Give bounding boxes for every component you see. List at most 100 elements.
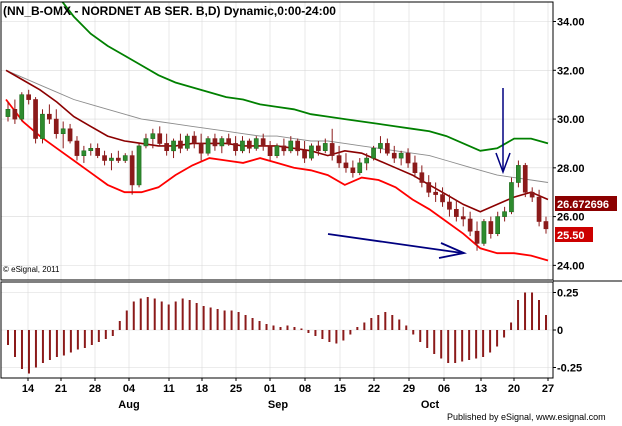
- candle-up: [185, 135, 190, 149]
- x-tick-label: 18: [196, 383, 208, 395]
- x-tick-label: 08: [299, 383, 311, 395]
- candle-up: [240, 140, 245, 152]
- candle-up: [109, 157, 114, 161]
- down-arrow-head: [495, 152, 511, 175]
- candle-down: [343, 162, 349, 169]
- indicator-value-label-text: 26.672696: [557, 199, 609, 211]
- candle-up: [171, 140, 176, 152]
- candle-up: [60, 128, 66, 135]
- candle-up: [509, 182, 514, 213]
- candle-down: [33, 99, 38, 139]
- mid-line: [5, 69, 549, 183]
- last-price-label-box: [555, 227, 593, 242]
- price-tick-label: 30.00: [557, 114, 585, 126]
- candle-down: [67, 128, 73, 142]
- candle-down: [433, 191, 439, 195]
- x-tick-label: 15: [334, 383, 346, 395]
- candle-down: [157, 133, 163, 144]
- annotation-arrows: [327, 88, 511, 259]
- candle-up: [40, 113, 45, 139]
- candle-up: [322, 143, 328, 151]
- candle-up: [5, 109, 11, 117]
- footer-text: Published by eSignal, www.esignal.com: [447, 412, 606, 422]
- diagonal-arrow-shaft: [327, 233, 463, 254]
- candle-up: [309, 145, 314, 159]
- month-label: Oct: [421, 399, 440, 411]
- candle-down: [391, 152, 397, 159]
- x-tick-label: 01: [264, 383, 276, 395]
- indicator-tick-label: -0.25: [557, 363, 582, 375]
- candle-down: [116, 157, 121, 161]
- candle-down: [384, 143, 390, 154]
- axis-labels: 34.00 32.00 30.00 28.00 26.00 24.00 0.25 0 -0.25…: [22, 17, 585, 411]
- candle-up: [81, 150, 87, 157]
- candle-down: [474, 230, 480, 244]
- price-tick-label: 26.00: [557, 212, 585, 224]
- candle-down: [543, 221, 549, 230]
- price-tick-label: 24.00: [557, 260, 585, 272]
- month-label: Sep: [268, 399, 288, 411]
- x-tick-label: 22: [368, 383, 380, 395]
- indicator-histogram: [7, 292, 547, 374]
- candle-down: [226, 138, 232, 144]
- candle-down: [419, 172, 425, 183]
- watermark-text: © eSignal, 2011: [3, 265, 60, 274]
- candle-up: [481, 221, 487, 244]
- candle-down: [329, 143, 335, 156]
- candle-up: [219, 138, 225, 147]
- candle-down: [129, 155, 135, 186]
- indicator-tick-label: 0: [557, 325, 563, 337]
- chart-title: (NN_B-OMX - NORDNET AB SER. B,D) Dynamic…: [3, 4, 336, 18]
- candle-up: [364, 157, 370, 164]
- lower-band-line: [5, 98, 549, 262]
- candle-down: [281, 145, 287, 152]
- candle-up: [88, 148, 94, 152]
- candle-down: [74, 140, 80, 156]
- x-tick-label: 29: [403, 383, 415, 395]
- candle-down: [412, 162, 418, 173]
- candle-up: [378, 143, 383, 149]
- candle-up: [274, 145, 280, 156]
- price-tick-label: 28.00: [557, 163, 585, 175]
- candle-up: [143, 138, 149, 147]
- candle-up: [150, 133, 156, 139]
- x-tick-label: 14: [22, 383, 35, 395]
- x-tick-label: 13: [475, 383, 487, 395]
- indicator-tick-label: 0.25: [557, 288, 578, 300]
- candle-up: [502, 211, 507, 217]
- candle-down: [440, 194, 445, 203]
- main-plot-frame: [0, 1, 554, 281]
- candle-down: [260, 138, 266, 147]
- candle-down: [178, 140, 183, 149]
- axes: [0, 1, 622, 381]
- candle-down: [233, 143, 238, 151]
- candle-up: [122, 155, 128, 161]
- upper-band-line: [61, 2, 549, 152]
- indicator-value-label-box: [555, 196, 617, 211]
- candle-down: [453, 209, 459, 217]
- candle-down: [46, 113, 52, 120]
- candle-down: [336, 155, 342, 164]
- candle-down: [536, 196, 542, 222]
- x-tick-label: 25: [230, 383, 242, 395]
- x-tick-label: 21: [55, 383, 67, 395]
- x-tick-label: 27: [542, 383, 554, 395]
- x-tick-label: 20: [508, 383, 520, 395]
- candle-down: [53, 118, 59, 134]
- candle-up: [19, 94, 25, 120]
- candle-down: [467, 218, 473, 232]
- candle-down: [26, 94, 32, 100]
- candle-down: [102, 155, 107, 161]
- candle-up: [205, 138, 211, 154]
- candle-down: [164, 143, 170, 151]
- last-price-label: 25.50: [555, 227, 593, 242]
- x-tick-label: 04: [123, 383, 136, 395]
- candle-up: [495, 216, 501, 235]
- candle-down: [267, 145, 273, 156]
- candle-down: [350, 167, 356, 174]
- candle-down: [12, 109, 18, 120]
- candle-down: [522, 165, 528, 193]
- candle-up: [136, 145, 142, 186]
- candle-down: [460, 216, 466, 220]
